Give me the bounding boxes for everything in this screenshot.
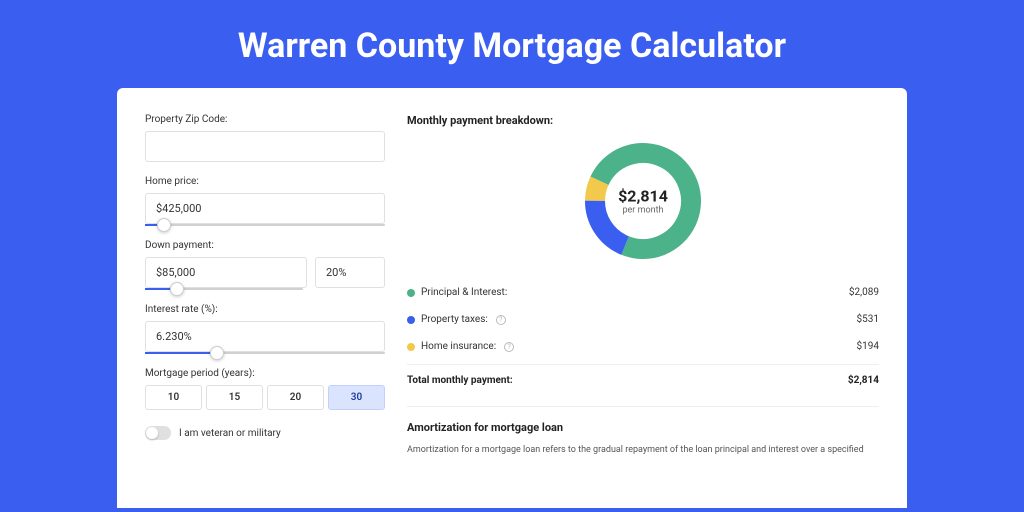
- amortization-text: Amortization for a mortgage loan refers …: [407, 444, 879, 458]
- period-group: Mortgage period (years): 10152030: [145, 368, 385, 410]
- breakdown-panel: Monthly payment breakdown: $2,814 per mo…: [407, 114, 879, 508]
- page-title: Warren County Mortgage Calculator: [0, 0, 1024, 88]
- donut-center: $2,814 per month: [618, 187, 668, 216]
- price-slider-thumb[interactable]: [157, 218, 171, 232]
- total-amount: $2,814: [848, 375, 879, 386]
- info-icon[interactable]: ?: [496, 315, 506, 325]
- price-input[interactable]: [145, 193, 385, 224]
- price-slider[interactable]: [145, 224, 385, 226]
- legend-row: Home insurance:? $194: [407, 333, 879, 360]
- down-group: Down payment:: [145, 240, 385, 290]
- legend-amount: $194: [857, 341, 879, 352]
- down-slider[interactable]: [145, 288, 303, 290]
- rate-slider[interactable]: [145, 352, 385, 354]
- down-label: Down payment:: [145, 240, 385, 251]
- down-slider-thumb[interactable]: [170, 282, 184, 296]
- legend-row: Principal & Interest: $2,089: [407, 279, 879, 306]
- price-group: Home price:: [145, 176, 385, 226]
- legend-label: Home insurance:: [421, 341, 496, 352]
- legend-dot: [407, 316, 415, 324]
- period-btn-30[interactable]: 30: [328, 385, 385, 410]
- donut-wrap: $2,814 per month: [407, 141, 879, 261]
- price-label: Home price:: [145, 176, 385, 187]
- legend-left: Home insurance:?: [407, 341, 514, 352]
- zip-group: Property Zip Code:: [145, 114, 385, 162]
- amortization-title: Amortization for mortgage loan: [407, 421, 879, 434]
- down-input[interactable]: [145, 257, 307, 288]
- zip-input[interactable]: [145, 131, 385, 162]
- period-btn-20[interactable]: 20: [267, 385, 324, 410]
- veteran-label: I am veteran or military: [179, 428, 281, 439]
- legend-label: Principal & Interest:: [421, 287, 507, 298]
- rate-label: Interest rate (%):: [145, 304, 385, 315]
- donut-value: $2,814: [618, 187, 668, 206]
- donut-sub: per month: [618, 206, 668, 216]
- input-panel: Property Zip Code: Home price: Down paym…: [145, 114, 385, 508]
- total-label: Total monthly payment:: [407, 375, 513, 386]
- rate-input[interactable]: [145, 321, 385, 352]
- breakdown-title: Monthly payment breakdown:: [407, 114, 879, 127]
- period-label: Mortgage period (years):: [145, 368, 385, 379]
- rate-group: Interest rate (%):: [145, 304, 385, 354]
- legend: Principal & Interest: $2,089 Property taxe…: [407, 279, 879, 360]
- legend-amount: $2,089: [849, 287, 879, 298]
- legend-label: Property taxes:: [421, 314, 488, 325]
- zip-label: Property Zip Code:: [145, 114, 385, 125]
- rate-slider-fill: [145, 352, 217, 354]
- legend-left: Property taxes:?: [407, 314, 506, 325]
- veteran-toggle-knob: [146, 427, 158, 439]
- down-pct-input[interactable]: [315, 257, 385, 288]
- legend-dot: [407, 289, 415, 297]
- legend-left: Principal & Interest:: [407, 287, 507, 298]
- total-row: Total monthly payment: $2,814: [407, 364, 879, 400]
- rate-slider-thumb[interactable]: [210, 346, 224, 360]
- period-btn-15[interactable]: 15: [206, 385, 263, 410]
- period-options: 10152030: [145, 385, 385, 410]
- info-icon[interactable]: ?: [504, 342, 514, 352]
- amortization-section: Amortization for mortgage loan Amortizat…: [407, 406, 879, 458]
- legend-amount: $531: [857, 314, 879, 325]
- legend-row: Property taxes:? $531: [407, 306, 879, 333]
- legend-dot: [407, 343, 415, 351]
- calculator-card: Property Zip Code: Home price: Down paym…: [117, 88, 907, 508]
- veteran-toggle[interactable]: [145, 426, 171, 440]
- donut-chart: $2,814 per month: [583, 141, 703, 261]
- period-btn-10[interactable]: 10: [145, 385, 202, 410]
- veteran-row: I am veteran or military: [145, 426, 385, 440]
